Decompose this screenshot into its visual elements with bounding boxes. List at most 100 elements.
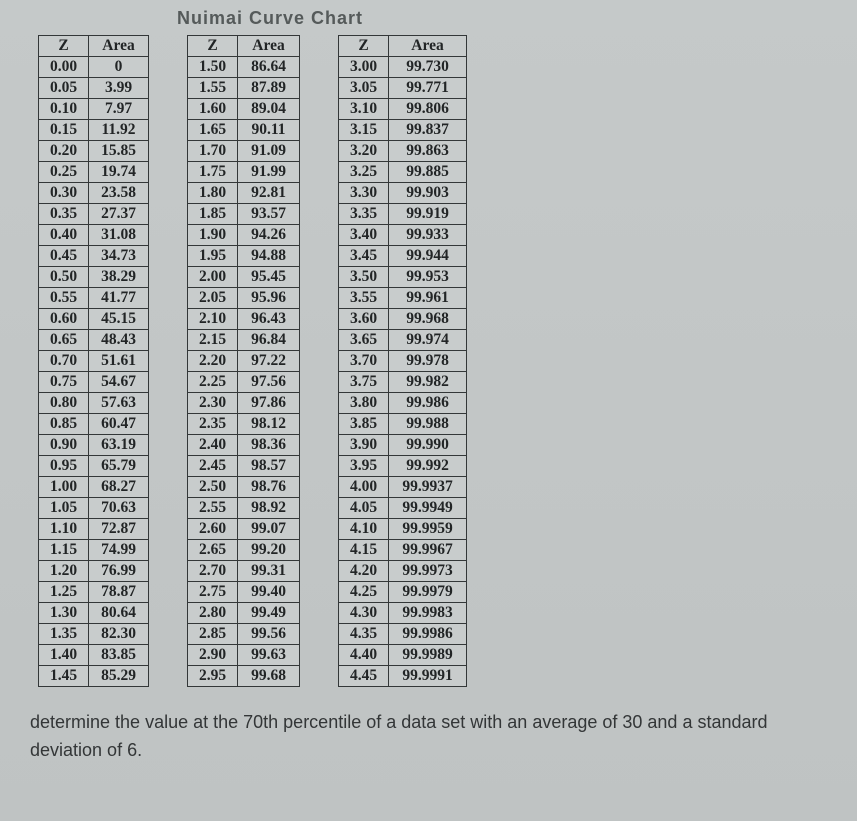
cell-area: 0 [89, 57, 149, 78]
cell-area: 99.771 [389, 78, 467, 99]
table-row: 1.6590.11 [188, 120, 300, 141]
table-row: 3.2099.863 [339, 141, 467, 162]
table-row: 3.9599.992 [339, 456, 467, 477]
cell-z: 0.25 [39, 162, 89, 183]
table-row: 4.1099.9959 [339, 519, 467, 540]
cell-area: 63.19 [89, 435, 149, 456]
table-row: 2.2597.56 [188, 372, 300, 393]
cell-area: 19.74 [89, 162, 149, 183]
table-row: 4.3099.9983 [339, 603, 467, 624]
cell-area: 99.933 [389, 225, 467, 246]
cell-z: 0.30 [39, 183, 89, 204]
cell-area: 99.885 [389, 162, 467, 183]
table-row: 1.9594.88 [188, 246, 300, 267]
cell-z: 0.80 [39, 393, 89, 414]
table-row: 3.6099.968 [339, 309, 467, 330]
cell-area: 99.990 [389, 435, 467, 456]
cell-z: 2.10 [188, 309, 238, 330]
table-row: 1.3080.64 [39, 603, 149, 624]
cell-z: 1.20 [39, 561, 89, 582]
table-row: 3.0599.771 [339, 78, 467, 99]
table-row: 4.2599.9979 [339, 582, 467, 603]
cell-area: 98.57 [238, 456, 300, 477]
z-table-3: Z Area 3.0099.7303.0599.7713.1099.8063.1… [338, 35, 467, 687]
tables-wrapper: Z Area 0.0000.053.990.107.970.1511.920.2… [0, 35, 857, 687]
cell-area: 78.87 [89, 582, 149, 603]
table-row: 0.3023.58 [39, 183, 149, 204]
cell-area: 98.76 [238, 477, 300, 498]
table-row: 0.000 [39, 57, 149, 78]
cell-area: 94.26 [238, 225, 300, 246]
cell-area: 99.919 [389, 204, 467, 225]
cell-z: 4.35 [339, 624, 389, 645]
table-row: 0.8560.47 [39, 414, 149, 435]
cell-z: 2.30 [188, 393, 238, 414]
table-row: 0.3527.37 [39, 204, 149, 225]
table-row: 2.6599.20 [188, 540, 300, 561]
table-row: 2.7099.31 [188, 561, 300, 582]
cell-area: 94.88 [238, 246, 300, 267]
cell-z: 2.60 [188, 519, 238, 540]
cell-z: 1.25 [39, 582, 89, 603]
table-row: 1.0068.27 [39, 477, 149, 498]
table-row: 0.2519.74 [39, 162, 149, 183]
table-row: 3.8599.988 [339, 414, 467, 435]
cell-area: 11.92 [89, 120, 149, 141]
cell-z: 2.50 [188, 477, 238, 498]
header-area: Area [238, 36, 300, 57]
cell-area: 99.806 [389, 99, 467, 120]
cell-z: 0.60 [39, 309, 89, 330]
table-row: 3.4599.944 [339, 246, 467, 267]
cell-z: 0.20 [39, 141, 89, 162]
table-row: 3.9099.990 [339, 435, 467, 456]
cell-area: 99.63 [238, 645, 300, 666]
table-row: 3.1099.806 [339, 99, 467, 120]
table-row: 3.0099.730 [339, 57, 467, 78]
table-row: 0.1511.92 [39, 120, 149, 141]
table-row: 3.5099.953 [339, 267, 467, 288]
cell-z: 1.40 [39, 645, 89, 666]
cell-z: 3.15 [339, 120, 389, 141]
table-row: 0.8057.63 [39, 393, 149, 414]
cell-z: 3.75 [339, 372, 389, 393]
cell-z: 1.80 [188, 183, 238, 204]
cell-z: 0.90 [39, 435, 89, 456]
cell-area: 34.73 [89, 246, 149, 267]
cell-area: 82.30 [89, 624, 149, 645]
cell-area: 97.56 [238, 372, 300, 393]
cell-area: 99.992 [389, 456, 467, 477]
cell-z: 1.05 [39, 498, 89, 519]
cell-z: 1.65 [188, 120, 238, 141]
cell-z: 3.00 [339, 57, 389, 78]
table-row: 2.8599.56 [188, 624, 300, 645]
cell-area: 99.9949 [389, 498, 467, 519]
table-row: 2.4098.36 [188, 435, 300, 456]
cell-area: 99.9937 [389, 477, 467, 498]
cell-z: 0.45 [39, 246, 89, 267]
table-row: 2.8099.49 [188, 603, 300, 624]
cell-z: 3.85 [339, 414, 389, 435]
cell-area: 85.29 [89, 666, 149, 687]
cell-area: 54.67 [89, 372, 149, 393]
cell-z: 1.15 [39, 540, 89, 561]
table-row: 4.0599.9949 [339, 498, 467, 519]
cell-z: 3.95 [339, 456, 389, 477]
cell-z: 0.65 [39, 330, 89, 351]
table-row: 1.5587.89 [188, 78, 300, 99]
cell-area: 98.36 [238, 435, 300, 456]
cell-area: 99.903 [389, 183, 467, 204]
cell-z: 4.15 [339, 540, 389, 561]
table-row: 1.5086.64 [188, 57, 300, 78]
cell-area: 97.22 [238, 351, 300, 372]
cell-area: 93.57 [238, 204, 300, 225]
cell-area: 89.04 [238, 99, 300, 120]
question-text: determine the value at the 70th percenti… [0, 687, 857, 765]
cell-z: 1.95 [188, 246, 238, 267]
cell-z: 3.35 [339, 204, 389, 225]
z-table-2: Z Area 1.5086.641.5587.891.6089.041.6590… [187, 35, 300, 687]
table-row: 0.6045.15 [39, 309, 149, 330]
cell-z: 4.30 [339, 603, 389, 624]
cell-z: 2.95 [188, 666, 238, 687]
cell-area: 99.40 [238, 582, 300, 603]
table-row: 3.1599.837 [339, 120, 467, 141]
